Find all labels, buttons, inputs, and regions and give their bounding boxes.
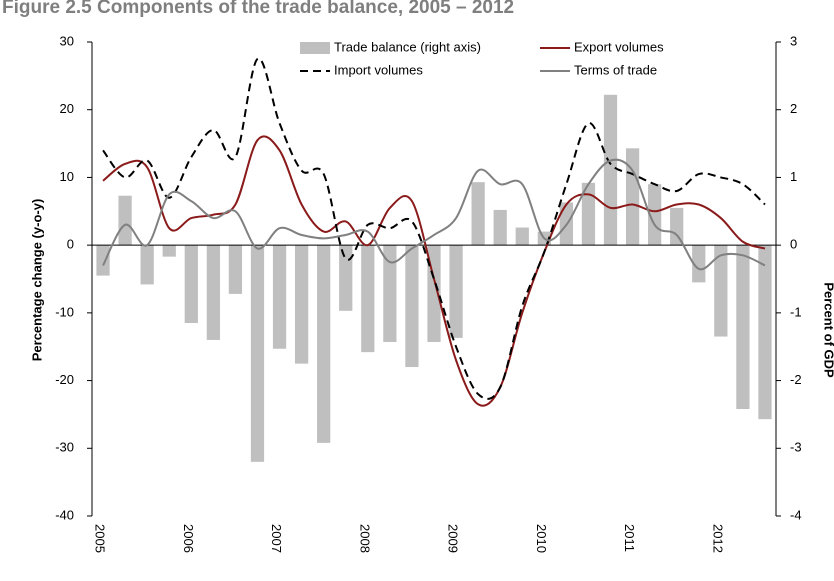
bar [272,245,287,349]
bar [361,245,375,353]
bar [96,245,110,276]
legend-label: Export volumes [574,39,664,54]
bar [228,245,243,294]
bar [692,245,706,283]
bar [714,245,728,337]
legend-label: Trade balance (right axis) [334,39,481,54]
bar [736,245,750,410]
bar [670,207,684,246]
x-tick-label: 2009 [446,524,461,553]
chart-title: Figure 2.5 Components of the trade balan… [2,0,514,18]
line-series [102,135,766,407]
y-tick-label: 0 [67,237,74,252]
y2-tick-label: -2 [790,372,802,387]
bar [405,245,419,368]
bar [581,182,596,246]
x-tick-label: 2008 [357,524,372,553]
y-axis-label: Percentage change (y-o-y) [29,199,44,362]
legend-swatch [300,42,330,54]
bar [184,245,198,324]
x-tick-label: 2012 [710,524,725,553]
line-series [102,158,766,271]
bar [625,148,640,246]
bar [250,245,265,462]
legend-label: Terms of trade [574,62,657,77]
bar [206,245,220,340]
y-tick-label: -10 [55,304,74,319]
bar [118,195,132,246]
y2-tick-label: 0 [790,237,797,252]
y-tick-label: -40 [55,507,74,522]
bar [471,182,485,246]
bar [162,245,176,257]
y2-tick-label: -4 [790,507,802,522]
y-tick-label: -20 [55,372,74,387]
bar [339,245,353,311]
bar [294,245,309,364]
y2-tick-label: 2 [790,101,797,116]
y-tick-label: 10 [60,169,74,184]
bar [317,245,331,443]
bar [515,227,529,246]
y2-axis-label: Percent of GDP [822,282,834,378]
bar [449,245,463,338]
bar [383,245,397,342]
line-series [102,57,766,400]
y-tick-label: 20 [60,101,74,116]
x-tick-label: 2010 [534,524,549,553]
legend-label: Import volumes [334,62,423,77]
bar [140,245,154,285]
y2-tick-label: 3 [790,33,797,48]
bar [758,245,772,420]
y-tick-label: -30 [55,440,74,455]
y-tick-label: 30 [60,33,74,48]
bar [493,209,507,246]
y2-tick-label: -3 [790,440,802,455]
x-tick-label: 2005 [93,524,108,553]
x-tick-label: 2006 [181,524,196,553]
x-tick-label: 2011 [622,524,637,552]
y2-tick-label: -1 [790,304,802,319]
bar [648,184,662,246]
y2-tick-label: 1 [790,169,797,184]
x-tick-label: 2007 [269,524,284,553]
bar [603,94,618,246]
